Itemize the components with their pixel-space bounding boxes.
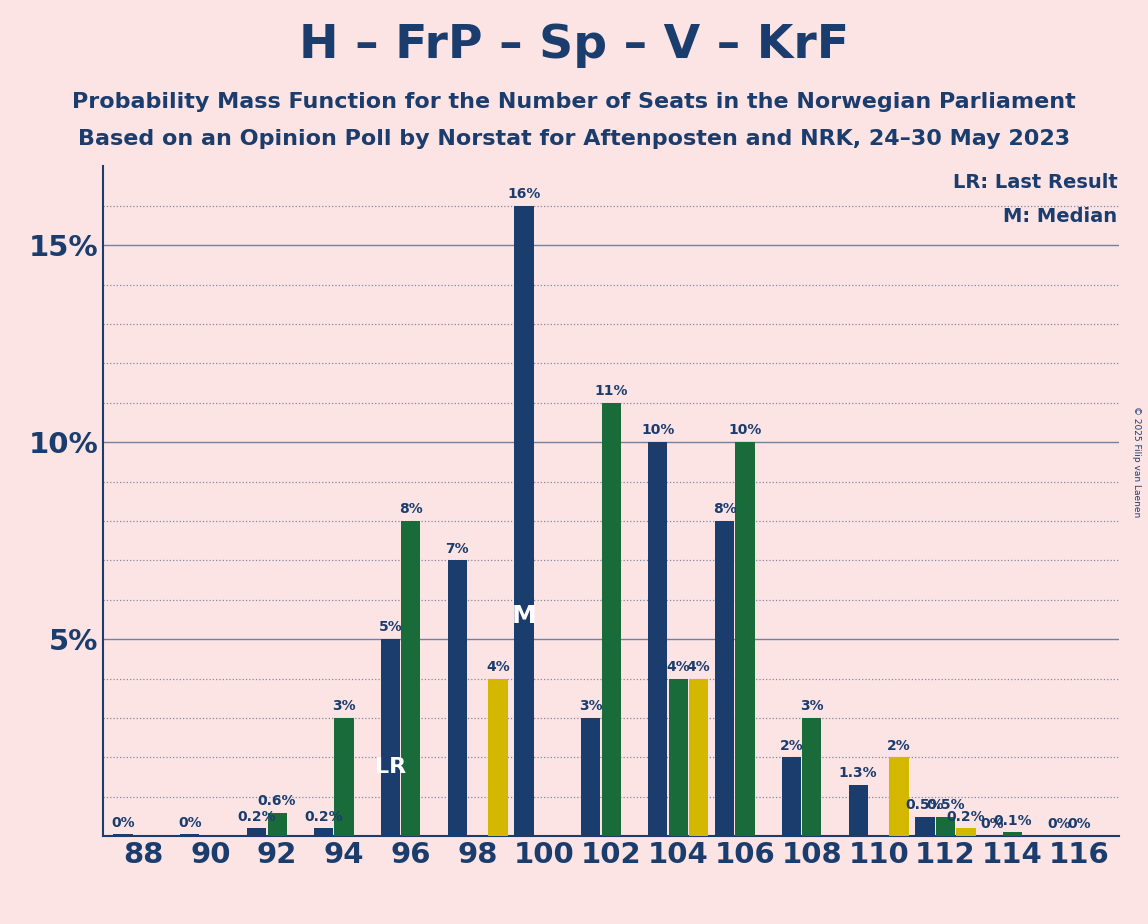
Text: 4%: 4% — [486, 660, 510, 674]
Bar — [1002, 833, 1022, 836]
Text: 3%: 3% — [800, 699, 823, 713]
Text: © 2025 Filip van Laenen: © 2025 Filip van Laenen — [1132, 407, 1141, 517]
Bar — [381, 639, 400, 836]
Bar — [247, 828, 266, 836]
Bar — [736, 443, 754, 836]
Text: 1.3%: 1.3% — [839, 766, 877, 780]
Text: 7%: 7% — [445, 541, 470, 555]
Bar — [313, 828, 333, 836]
Bar — [782, 758, 801, 836]
Bar — [581, 718, 600, 836]
Text: 4%: 4% — [687, 660, 711, 674]
Text: 10%: 10% — [641, 423, 674, 437]
Bar — [715, 521, 735, 836]
Text: 3%: 3% — [332, 699, 356, 713]
Text: 11%: 11% — [595, 384, 628, 398]
Bar — [488, 678, 507, 836]
Text: 10%: 10% — [728, 423, 761, 437]
Text: 2%: 2% — [887, 738, 912, 753]
Text: 0.2%: 0.2% — [304, 809, 343, 823]
Bar — [668, 678, 688, 836]
Bar — [936, 817, 955, 836]
Bar — [180, 834, 200, 836]
Text: 16%: 16% — [507, 187, 541, 201]
Text: 0%: 0% — [1047, 818, 1071, 832]
Bar — [334, 718, 354, 836]
Text: 8%: 8% — [398, 503, 422, 517]
Bar — [514, 206, 534, 836]
Text: 0.2%: 0.2% — [238, 809, 276, 823]
Text: Based on an Opinion Poll by Norstat for Aftenposten and NRK, 24–30 May 2023: Based on an Opinion Poll by Norstat for … — [78, 129, 1070, 150]
Text: LR: Last Result: LR: Last Result — [953, 173, 1117, 192]
Text: 0.1%: 0.1% — [993, 813, 1032, 828]
Bar — [848, 785, 868, 836]
Text: 0.6%: 0.6% — [258, 794, 296, 808]
Text: 0%: 0% — [111, 816, 134, 830]
Bar — [448, 560, 467, 836]
Text: 8%: 8% — [713, 503, 737, 517]
Bar — [602, 403, 621, 836]
Bar — [689, 678, 708, 836]
Text: 0.2%: 0.2% — [947, 809, 985, 823]
Bar — [114, 834, 133, 836]
Text: 5%: 5% — [379, 620, 402, 635]
Text: 0%: 0% — [1068, 818, 1091, 832]
Bar — [649, 443, 667, 836]
Text: 3%: 3% — [579, 699, 603, 713]
Text: 0.5%: 0.5% — [926, 797, 964, 812]
Bar — [915, 817, 934, 836]
Bar — [401, 521, 420, 836]
Text: M: M — [512, 603, 536, 627]
Bar — [267, 812, 287, 836]
Text: M: Median: M: Median — [1003, 207, 1117, 225]
Text: 0.5%: 0.5% — [906, 797, 945, 812]
Bar — [956, 828, 976, 836]
Text: 0%: 0% — [980, 818, 1003, 832]
Bar — [890, 758, 909, 836]
Text: 0%: 0% — [178, 816, 202, 830]
Text: 2%: 2% — [779, 738, 804, 753]
Text: Probability Mass Function for the Number of Seats in the Norwegian Parliament: Probability Mass Function for the Number… — [72, 92, 1076, 113]
Text: 4%: 4% — [666, 660, 690, 674]
Bar — [802, 718, 822, 836]
Text: H – FrP – Sp – V – KrF: H – FrP – Sp – V – KrF — [298, 23, 850, 68]
Text: LR: LR — [374, 758, 406, 777]
